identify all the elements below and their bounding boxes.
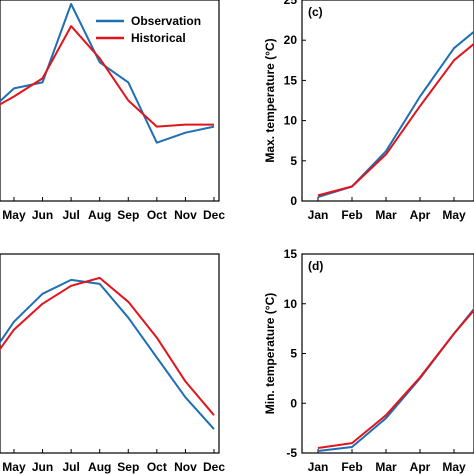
y-tick-label: 10 [284, 297, 298, 311]
x-tick-label: Dec [203, 208, 225, 222]
legend: Observation Historical [96, 14, 201, 45]
series-line-historical [0, 276, 215, 416]
y-tick-label: 5 [290, 347, 297, 361]
x-tick-label: Nov [174, 460, 197, 474]
x-tick-label: Mar [375, 208, 397, 222]
x-tick-label: Sep [117, 208, 139, 222]
plot-frame [301, 253, 474, 454]
series-line-observation [0, 3, 215, 144]
y-tick-label: 0 [290, 194, 297, 208]
panel-label: (c) [308, 5, 323, 19]
panel-top-left: May Jun Jul Aug Sep Oct Nov Dec [0, 0, 225, 222]
plot-frame [0, 0, 220, 202]
y-tick-label: 15 [284, 247, 298, 261]
x-tick-label: Jan [308, 460, 329, 474]
series-line-observation [317, 30, 474, 198]
x-tick-label: Aug [88, 208, 111, 222]
series-line-historical [0, 25, 214, 128]
x-tick-label: Nov [174, 208, 197, 222]
x-tick-label: Jul [62, 460, 79, 474]
series-line-historical [317, 308, 474, 449]
series-line-observation [317, 307, 474, 452]
x-tick-label: Aug [88, 460, 111, 474]
series-line-observation [0, 278, 215, 430]
y-tick-label: 0 [290, 396, 297, 410]
x-tick-label: May [442, 460, 466, 474]
y-axis-title: Max. temperature (°C) [263, 38, 277, 162]
panel-bottom-left: May Jun Jul Aug Sep Oct Nov Dec [0, 253, 225, 474]
x-tick-label: Apr [410, 208, 431, 222]
plot-frame [301, 0, 474, 202]
x-tick-label: Feb [341, 460, 362, 474]
y-tick-label: 10 [284, 114, 298, 128]
x-tick-label: Sep [117, 460, 139, 474]
y-axis-title: Min. temperature (°C) [263, 293, 277, 414]
x-tick-label: May [442, 208, 466, 222]
y-tick-label: 15 [284, 73, 298, 87]
x-tick-label: Jun [32, 208, 53, 222]
x-tick-label: Mar [375, 460, 397, 474]
x-tick-label: Jan [308, 208, 329, 222]
panel-label: (d) [308, 259, 323, 273]
y-tick-label: 25 [284, 0, 298, 7]
legend-historical-label: Historical [131, 31, 186, 45]
y-tick-label: 20 [284, 33, 298, 47]
x-tick-label: May [2, 208, 26, 222]
x-tick-label: May [2, 460, 26, 474]
plot-frame [0, 253, 220, 454]
y-tick-label: 5 [290, 154, 297, 168]
x-tick-label: Dec [203, 460, 225, 474]
x-tick-label: Oct [147, 208, 167, 222]
legend-observation-label: Observation [131, 14, 201, 28]
x-tick-label: Feb [341, 208, 362, 222]
y-tick-label: -5 [286, 446, 297, 460]
series-line-historical [317, 42, 474, 197]
panel-c: JanFebMarAprMayJun0510152025Max. tempera… [263, 0, 474, 222]
x-tick-label: Jun [32, 460, 53, 474]
x-tick-label: Jul [62, 208, 79, 222]
x-tick-label: Oct [147, 460, 167, 474]
x-tick-label: Apr [410, 460, 431, 474]
